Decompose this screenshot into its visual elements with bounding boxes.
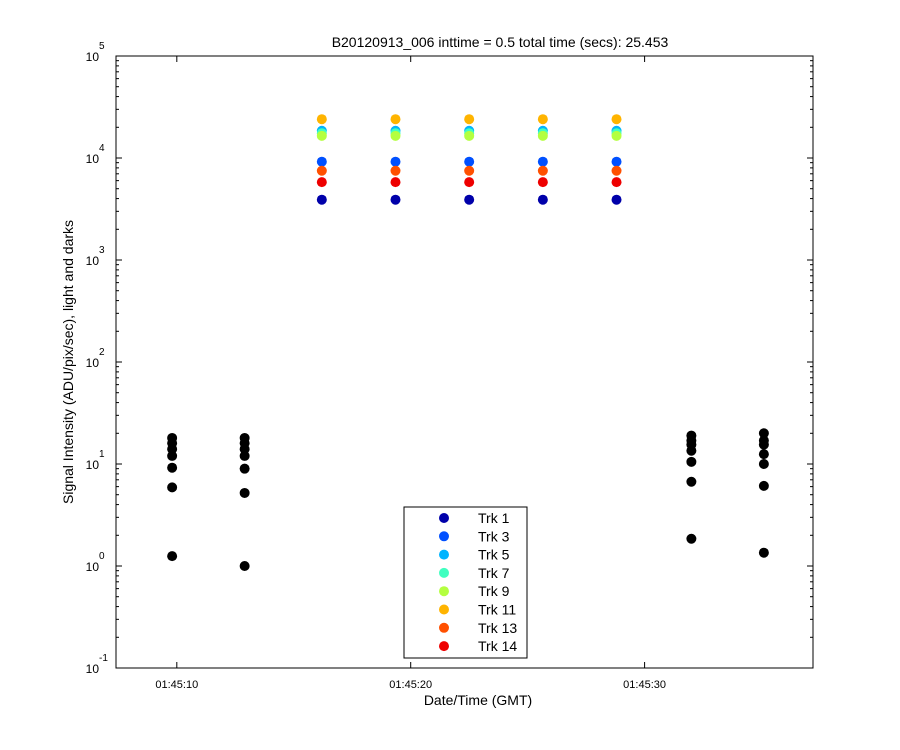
dark-point [686, 456, 697, 467]
dark-point [239, 487, 250, 498]
y-tick-label-base: 10 [86, 254, 100, 268]
dark-point [167, 450, 178, 461]
legend-marker [439, 586, 449, 597]
track-point [611, 177, 622, 188]
legend-item: Trk 3 [439, 528, 510, 544]
x-tick-label: 01:45:20 [389, 679, 432, 691]
y-tick-label-base: 10 [86, 560, 100, 574]
legend-label: Trk 5 [478, 547, 510, 563]
dark-point [239, 561, 250, 571]
legend-item: Trk 1 [439, 510, 510, 526]
legend-item: Trk 5 [439, 547, 510, 563]
y-tick-label-exponent: 2 [99, 347, 105, 358]
legend-label: Trk 7 [478, 565, 510, 581]
track-point [611, 130, 622, 141]
dark-point [758, 439, 769, 450]
track-point [537, 194, 548, 205]
legend-label: Trk 9 [478, 583, 510, 599]
track-point [537, 165, 548, 176]
track-point [611, 194, 622, 205]
y-tick-label-base: 10 [86, 152, 100, 166]
legend-label: Trk 3 [478, 528, 510, 544]
track-point [390, 194, 401, 205]
legend-marker [439, 567, 449, 578]
track-point [316, 177, 327, 188]
legend-item: Trk 9 [439, 583, 510, 599]
dark-point [167, 482, 178, 493]
x-axis: 01:45:10 01:45:20 01:45:30 [155, 56, 666, 691]
legend-marker [439, 604, 449, 615]
y-tick-label-base: 10 [86, 356, 100, 370]
track-point [537, 114, 548, 125]
chart-title: B20120913_006 inttime = 0.5 total time (… [332, 34, 669, 50]
track-point [611, 165, 622, 176]
dark-point [167, 551, 178, 562]
legend-item: Trk 14 [439, 638, 517, 654]
dark-point [758, 459, 769, 469]
dark-frame-points [167, 428, 769, 571]
track-point [390, 130, 401, 141]
y-tick-label-exponent: -1 [99, 653, 108, 664]
track-point [390, 114, 401, 125]
track-point [316, 165, 327, 176]
dark-point [686, 445, 697, 456]
legend-marker [439, 513, 449, 523]
legend-label: Trk 14 [478, 638, 517, 654]
legend-label: Trk 13 [478, 620, 517, 636]
legend-label: Trk 1 [478, 510, 510, 526]
legend-item: Trk 7 [439, 565, 510, 581]
y-tick-label-exponent: 1 [99, 449, 105, 460]
legend: Trk 1 Trk 3 Trk 5 Trk 7 Trk 9 Trk 11 Trk 13 Trk… [403, 506, 528, 659]
legend-label: Trk 11 [478, 602, 516, 618]
track-point [464, 165, 475, 176]
track-point [390, 156, 401, 167]
track-point [464, 194, 475, 205]
y-tick-label-exponent: 4 [99, 143, 105, 154]
y-tick-label-exponent: 3 [99, 245, 105, 256]
track-point [611, 156, 622, 167]
legend-box [403, 506, 528, 659]
track-point [464, 114, 475, 125]
light-frame-points [316, 114, 622, 205]
track-point [537, 156, 548, 167]
dark-point [686, 476, 697, 487]
legend-marker [439, 549, 449, 560]
dark-point [239, 463, 250, 474]
y-tick-label-exponent: 0 [99, 551, 105, 562]
x-tick-label: 01:45:10 [155, 679, 198, 691]
track-point [537, 177, 548, 188]
track-point [390, 165, 401, 176]
dark-point [167, 462, 178, 473]
y-axis-label: Signal Intensity (ADU/pix/sec), light an… [60, 220, 76, 504]
legend-marker [439, 641, 449, 652]
track-point [390, 177, 401, 188]
x-tick-label: 01:45:30 [623, 679, 666, 691]
dark-point [758, 547, 769, 558]
track-point [464, 177, 475, 188]
y-tick-label-exponent: 5 [99, 41, 105, 52]
track-point [464, 130, 475, 141]
legend-marker [439, 622, 449, 633]
dark-point [758, 480, 769, 491]
y-tick-label-base: 10 [86, 458, 100, 472]
legend-marker [439, 531, 449, 542]
y-tick-label-base: 10 [86, 662, 100, 676]
dark-point [239, 450, 250, 461]
track-point [316, 114, 327, 125]
track-point [316, 156, 327, 167]
track-point [316, 194, 327, 205]
track-point [316, 130, 327, 141]
dark-point [686, 533, 697, 544]
track-point [611, 114, 622, 125]
legend-item: Trk 11 [439, 602, 516, 618]
legend-item: Trk 13 [439, 620, 517, 636]
track-point [537, 130, 548, 141]
dark-point [758, 428, 769, 439]
x-axis-label: Date/Time (GMT) [424, 692, 532, 708]
y-tick-label-base: 10 [86, 50, 100, 64]
dark-point [758, 449, 769, 460]
track-point [464, 156, 475, 167]
